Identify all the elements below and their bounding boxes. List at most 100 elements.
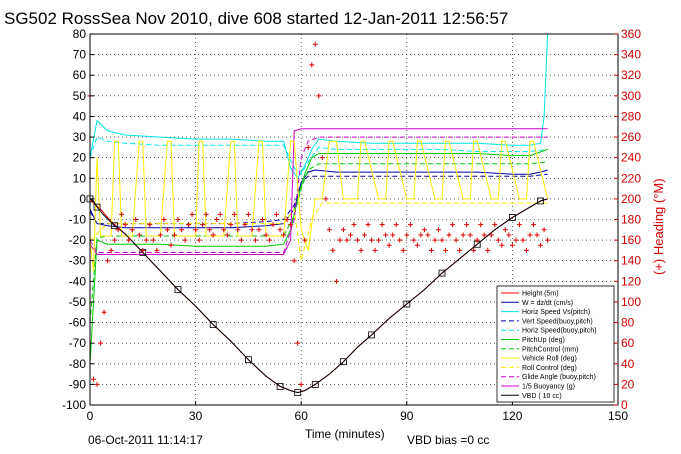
heading-point — [319, 155, 325, 161]
heading-point — [520, 237, 526, 243]
heading-point — [464, 222, 470, 228]
heading-point — [133, 217, 139, 222]
heading-point — [418, 232, 424, 238]
y-right-tick-label: 60 — [621, 336, 635, 350]
heading-point — [91, 376, 97, 382]
y-tick-label: -50 — [69, 295, 87, 309]
legend-label: Vehicle Roll (deg) — [522, 356, 577, 363]
heading-point — [238, 237, 244, 243]
vbd-marker — [111, 222, 119, 230]
heading-point — [362, 232, 368, 238]
heading-point — [154, 247, 160, 253]
legend-label: VBD ( 10 cc) — [522, 393, 562, 400]
heading-point — [115, 227, 121, 233]
vbd-marker — [311, 380, 319, 388]
heading-point — [217, 211, 223, 217]
heading-point — [376, 237, 382, 243]
heading-point — [358, 247, 364, 253]
y-right-tick-label: 20 — [621, 377, 635, 391]
y-right-tick-label: 0 — [621, 398, 628, 412]
series-line — [89, 136, 548, 175]
series-line — [89, 33, 549, 180]
heading-point — [270, 222, 276, 228]
heading-point — [157, 232, 163, 238]
heading-point — [323, 196, 329, 202]
heading-point — [425, 232, 431, 238]
heading-point — [242, 222, 248, 228]
heading-point — [439, 237, 445, 243]
heading-point — [516, 222, 522, 228]
y-right-tick-label: 140 — [621, 254, 641, 268]
heading-point — [312, 41, 318, 47]
heading-point — [453, 237, 459, 243]
heading-point — [298, 381, 304, 387]
heading-point — [274, 211, 280, 217]
heading-point — [196, 237, 202, 243]
heading-point — [316, 93, 322, 99]
y-right-tick-label: 220 — [621, 171, 641, 185]
y-tick-label: -10 — [69, 213, 87, 227]
heading-point — [499, 242, 505, 248]
heading-point — [249, 227, 255, 233]
heading-point — [538, 242, 544, 248]
y-tick-label: -70 — [69, 336, 87, 350]
footer-date: 06-Oct-2011 11:14:17 — [88, 433, 203, 447]
heading-point — [284, 217, 290, 222]
vbd-marker — [276, 383, 284, 390]
y-right-tick-label: 100 — [621, 295, 641, 309]
heading-point — [305, 144, 311, 150]
heading-point — [291, 258, 297, 264]
chart-title: SG502 RossSea Nov 2010, dive 608 started… — [4, 9, 508, 28]
vbd-marker — [209, 321, 217, 329]
heading-point — [122, 222, 128, 228]
legend-label: Vert Speed(buoy,pitch) — [522, 318, 593, 325]
y-right-tick-label: 240 — [621, 151, 641, 165]
legend-label: Horiz Speed Vs(pitch) — [522, 309, 590, 316]
heading-point — [267, 237, 273, 243]
heading-point — [126, 237, 132, 243]
heading-point — [414, 242, 420, 248]
y-tick-label: 30 — [73, 130, 87, 144]
legend-label: PitchUp (deg) — [522, 337, 565, 344]
y-tick-label: -20 — [69, 233, 87, 247]
vbd-marker — [403, 300, 411, 308]
heading-point — [351, 222, 357, 228]
heading-point — [295, 340, 301, 346]
heading-point — [224, 232, 230, 238]
heading-point — [369, 237, 375, 243]
legend-box — [496, 285, 615, 403]
heading-point — [179, 227, 185, 233]
heading-point — [309, 62, 315, 68]
heading-point — [523, 247, 529, 253]
heading-point — [467, 232, 473, 238]
heading-point — [326, 227, 332, 233]
y-tick-label: -80 — [69, 357, 87, 371]
heading-point — [256, 227, 262, 233]
y-tick-label: 10 — [73, 171, 87, 185]
vbd-marker — [93, 203, 101, 211]
legend: Height (5m) W = dz/dt (cm/s) Horiz Speed V… — [496, 285, 615, 403]
vbd-marker — [244, 356, 252, 364]
vbd-marker — [340, 358, 347, 366]
heading-point — [545, 237, 551, 243]
heading-point — [534, 232, 540, 238]
series-line — [89, 161, 548, 323]
y-tick-label: 60 — [73, 68, 87, 82]
series-line — [89, 128, 548, 255]
y-tick-label: -60 — [69, 316, 87, 330]
heading-point — [372, 247, 378, 253]
heading-point — [365, 222, 371, 228]
heading-point — [101, 309, 107, 315]
heading-point — [108, 247, 114, 253]
heading-point — [168, 242, 174, 248]
heading-point — [421, 227, 427, 233]
y-tick-label: 0 — [79, 192, 86, 206]
heading-point — [147, 222, 153, 228]
heading-point — [495, 237, 501, 243]
heading-point — [443, 247, 449, 253]
heading-point — [277, 227, 283, 233]
heading-point — [171, 232, 177, 238]
heading-point — [186, 222, 192, 228]
x-tick-label: 60 — [295, 409, 309, 423]
